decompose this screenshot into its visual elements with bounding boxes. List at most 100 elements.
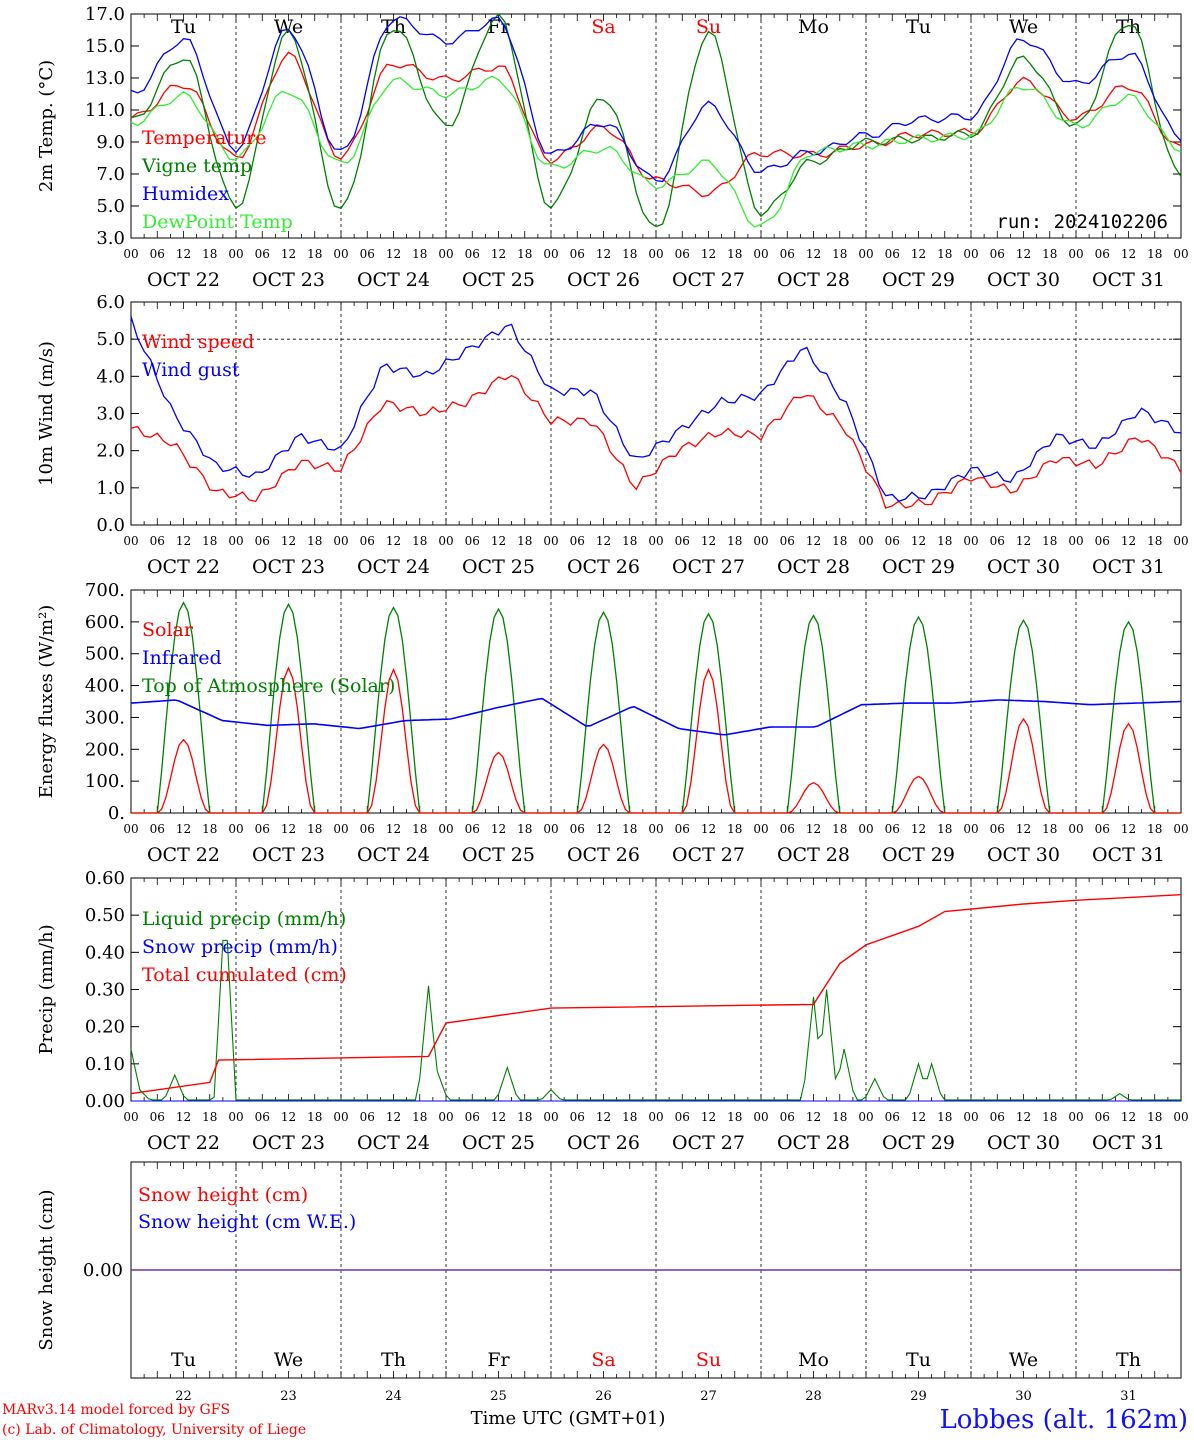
hour-label: 06: [780, 1110, 795, 1124]
hour-label: 00: [1068, 534, 1083, 548]
hour-label: 18: [727, 534, 742, 548]
hour-label: 00: [963, 822, 978, 836]
hour-label: 18: [517, 822, 532, 836]
hour-label: 00: [648, 247, 663, 261]
day-label: Th: [381, 16, 406, 38]
y-tick-label: 300.: [85, 707, 125, 728]
date-label: OCT 31: [1092, 556, 1165, 578]
date-label: OCT 22: [147, 556, 220, 578]
hour-label: 12: [911, 822, 926, 836]
date-label: OCT 25: [462, 269, 535, 291]
date-label: OCT 30: [987, 556, 1060, 578]
day-label: Mo: [798, 16, 829, 38]
day-label: Th: [1116, 16, 1141, 38]
y-tick-label: 17.0: [85, 4, 125, 25]
hour-label: 12: [491, 822, 506, 836]
hour-label: 18: [202, 1110, 217, 1124]
panel-1: 2m Temp. (°C) 00 06 12 18 00 06 12 18 00 06 12 18 00 0…: [36, 4, 1189, 291]
hour-label: 06: [150, 1110, 165, 1124]
y-tick-label: 7.0: [96, 164, 125, 185]
hour-label: 00: [963, 247, 978, 261]
legend-entry: Snow height (cm W.E.): [138, 1211, 356, 1233]
hour-label: 06: [465, 247, 480, 261]
y-tick-label: 6.0: [96, 292, 125, 313]
hour-label: 12: [806, 534, 821, 548]
hour-label: 06: [255, 534, 270, 548]
hour-label: 18: [202, 247, 217, 261]
hour-label: 00: [1068, 1110, 1083, 1124]
hour-label: 12: [176, 1110, 191, 1124]
hour-label: 06: [150, 247, 165, 261]
hour-label: 00: [543, 247, 558, 261]
hour-label: 06: [1095, 822, 1110, 836]
date-label: OCT 31: [1092, 269, 1165, 291]
hour-label: 06: [465, 534, 480, 548]
hour-label: 06: [1095, 534, 1110, 548]
hour-label: 18: [307, 247, 322, 261]
hour-label: 00: [1173, 822, 1188, 836]
day-number-label: 28: [805, 1389, 822, 1404]
hour-label: 18: [937, 822, 952, 836]
hour-label: 06: [570, 247, 585, 261]
date-label: OCT 31: [1092, 844, 1165, 866]
day-label: Th: [1116, 1349, 1141, 1371]
hour-label: 00: [753, 1110, 768, 1124]
panel-frame: [130, 301, 1182, 526]
hour-label: 06: [255, 1110, 270, 1124]
hour-label: 18: [622, 247, 637, 261]
y-tick-label: 5.0: [96, 329, 125, 350]
hour-label: 12: [1121, 534, 1136, 548]
date-label: OCT 26: [567, 269, 640, 291]
date-label: OCT 27: [672, 269, 745, 291]
day-number-label: 27: [700, 1389, 717, 1404]
hour-label: 00: [438, 1110, 453, 1124]
date-label: OCT 30: [987, 1132, 1060, 1154]
hour-label: 18: [1042, 822, 1057, 836]
hour-label: 06: [990, 1110, 1005, 1124]
run-annotation: run: 2024102206: [996, 211, 1168, 233]
hour-label: 00: [438, 822, 453, 836]
hour-label: 06: [360, 1110, 375, 1124]
hour-label: 12: [281, 534, 296, 548]
hour-label: 18: [1147, 1110, 1162, 1124]
hour-label: 18: [517, 534, 532, 548]
date-label: OCT 26: [567, 844, 640, 866]
hour-label: 06: [780, 534, 795, 548]
hour-label: 18: [517, 1110, 532, 1124]
y-tick-label: 15.0: [85, 36, 125, 57]
date-label: OCT 25: [462, 1132, 535, 1154]
hour-label: 18: [1042, 1110, 1057, 1124]
day-number-label: 29: [910, 1389, 927, 1404]
y-tick-label: 2.0: [96, 441, 125, 462]
date-label: OCT 24: [357, 844, 430, 866]
hour-label: 12: [1016, 534, 1031, 548]
hour-label: 06: [990, 534, 1005, 548]
hour-label: 12: [806, 822, 821, 836]
date-label: OCT 23: [252, 556, 325, 578]
date-label: OCT 28: [777, 556, 850, 578]
hour-label: 18: [832, 1110, 847, 1124]
series-line-0: [130, 374, 1182, 509]
day-label: We: [274, 16, 303, 38]
model-credit: MARv3.14 model forced by GFS: [2, 1402, 230, 1418]
hour-label: 18: [727, 1110, 742, 1124]
hour-label: 12: [596, 534, 611, 548]
hour-label: 06: [1095, 1110, 1110, 1124]
hour-label: 18: [937, 1110, 952, 1124]
y-tick-label: 500.: [85, 644, 125, 665]
hour-label: 06: [675, 247, 690, 261]
y-tick-label: 9.0: [96, 132, 125, 153]
y-axis-label: 2m Temp. (°C): [36, 60, 57, 192]
hour-label: 06: [360, 534, 375, 548]
series-line-1: [130, 12, 1182, 228]
hour-label: 12: [386, 1110, 401, 1124]
hour-label: 06: [675, 1110, 690, 1124]
hour-label: 00: [438, 534, 453, 548]
day-number-label: 24: [385, 1389, 402, 1404]
hour-label: 18: [937, 534, 952, 548]
hour-label: 18: [1147, 822, 1162, 836]
hour-label: 06: [465, 822, 480, 836]
hour-label: 00: [648, 822, 663, 836]
hour-label: 00: [333, 1110, 348, 1124]
panel-5: Snow height (cm) 0.00 Snow height (cm) Snow…: [36, 1161, 1182, 1404]
